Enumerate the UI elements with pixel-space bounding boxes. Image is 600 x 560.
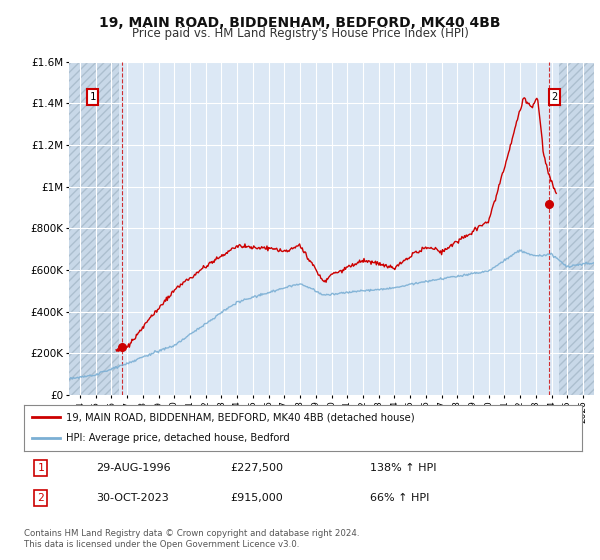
Text: 66% ↑ HPI: 66% ↑ HPI [370,493,430,503]
Text: 1: 1 [89,92,96,102]
Text: £227,500: £227,500 [230,463,283,473]
Text: 30-OCT-2023: 30-OCT-2023 [97,493,169,503]
Text: Price paid vs. HM Land Registry's House Price Index (HPI): Price paid vs. HM Land Registry's House … [131,27,469,40]
Text: 19, MAIN ROAD, BIDDENHAM, BEDFORD, MK40 4BB (detached house): 19, MAIN ROAD, BIDDENHAM, BEDFORD, MK40 … [66,412,415,422]
Text: 2: 2 [37,493,44,503]
Bar [559,62,594,395]
Text: Contains HM Land Registry data © Crown copyright and database right 2024.
This d: Contains HM Land Registry data © Crown c… [24,529,359,549]
Text: 1: 1 [37,463,44,473]
Text: £915,000: £915,000 [230,493,283,503]
Text: 29-AUG-1996: 29-AUG-1996 [97,463,171,473]
Text: 138% ↑ HPI: 138% ↑ HPI [370,463,436,473]
Text: 19, MAIN ROAD, BIDDENHAM, BEDFORD, MK40 4BB: 19, MAIN ROAD, BIDDENHAM, BEDFORD, MK40 … [99,16,501,30]
Text: 2: 2 [551,92,558,102]
Bar [559,62,594,395]
Bar [69,62,119,395]
Text: HPI: Average price, detached house, Bedford: HPI: Average price, detached house, Bedf… [66,433,290,444]
Bar [69,62,119,395]
